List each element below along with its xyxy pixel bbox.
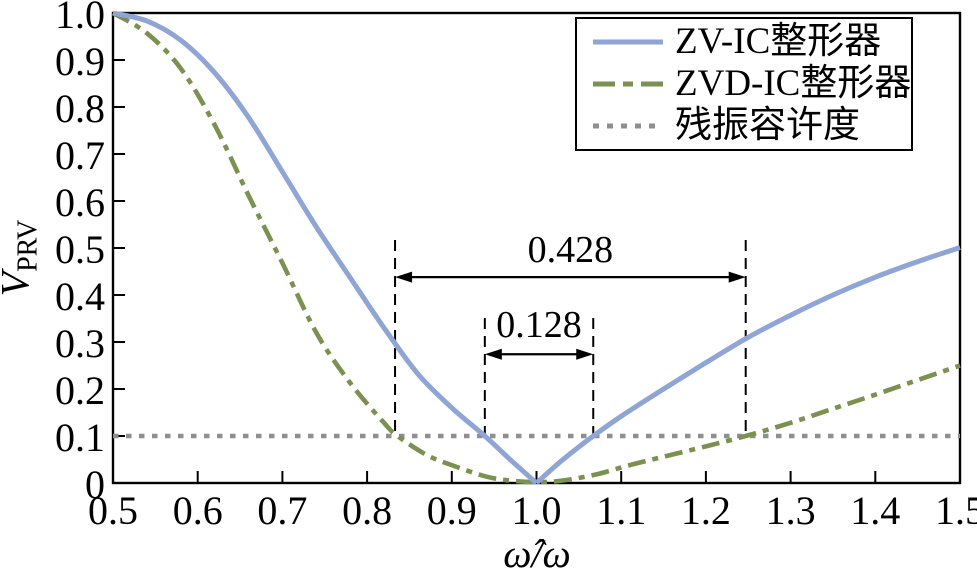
y-axis-label: VPRV <box>0 220 49 297</box>
x-tick-label: 1.0 <box>511 488 562 533</box>
curve-zvd-ic <box>111 11 961 485</box>
legend-label-zvd-ic: ZVD-IC整形器 <box>675 63 912 104</box>
y-tick-label: 0.8 <box>55 86 105 131</box>
annotation-arrowhead-left-0 <box>395 271 413 283</box>
y-tick-label: 0.5 <box>55 227 105 272</box>
legend: ZV-IC整形器 ZVD-IC整形器 残振容许度 <box>575 17 913 151</box>
x-tick-label: 0.8 <box>342 488 393 533</box>
legend-label-zv-ic: ZV-IC整形器 <box>675 21 882 62</box>
curve-zv-ic <box>112 10 961 485</box>
y-tick-label: 0.2 <box>55 368 105 413</box>
x-tick-label: 1.3 <box>765 488 816 533</box>
y-tick-label: 0.4 <box>55 274 105 319</box>
legend-item-tolerance: 残振容许度 <box>591 106 911 146</box>
x-tick-label: 0.6 <box>172 488 223 533</box>
annotation-bandwidth-zvd-label: 0.428 <box>527 228 614 271</box>
legend-item-zvd-ic: ZVD-IC整形器 <box>591 64 911 104</box>
annotation-bandwidth-zv-label: 0.128 <box>496 304 582 347</box>
x-tick-label: 0.5 <box>88 488 138 533</box>
x-tick-label: 1.2 <box>680 488 731 533</box>
y-tick-label: 0.7 <box>55 133 105 178</box>
legend-item-zv-ic: ZV-IC整形器 <box>591 22 911 62</box>
annotation-arrowhead-right-1 <box>576 348 594 360</box>
x-tick-label: 0.9 <box>426 488 477 533</box>
y-tick-label: 1.0 <box>55 0 105 37</box>
zv-ic-line-swatch <box>593 39 663 45</box>
y-axis-label-symbol: V <box>0 272 38 296</box>
annotation-arrowhead-left-1 <box>484 348 502 360</box>
legend-label-tolerance: 残振容许度 <box>675 105 860 146</box>
x-tick-label: 1.1 <box>596 488 647 533</box>
y-tick-label: 0.6 <box>55 180 105 225</box>
x-tick-label: 1.5 <box>935 488 977 533</box>
y-tick-label: 0.3 <box>55 321 105 366</box>
y-axis-label-subscript: PRV <box>12 219 44 272</box>
x-tick-label: 0.7 <box>257 488 308 533</box>
x-tick-label: 1.4 <box>850 488 901 533</box>
y-tick-label: 0.1 <box>55 415 105 460</box>
annotation-arrowhead-right-0 <box>728 271 746 283</box>
y-tick-label: 0.9 <box>55 39 105 84</box>
tolerance-line-swatch <box>593 123 663 129</box>
x-axis-label: ω̂/ω <box>503 531 571 572</box>
zvd-ic-line-swatch <box>593 81 663 87</box>
y-tick-label: 0 <box>85 462 105 507</box>
